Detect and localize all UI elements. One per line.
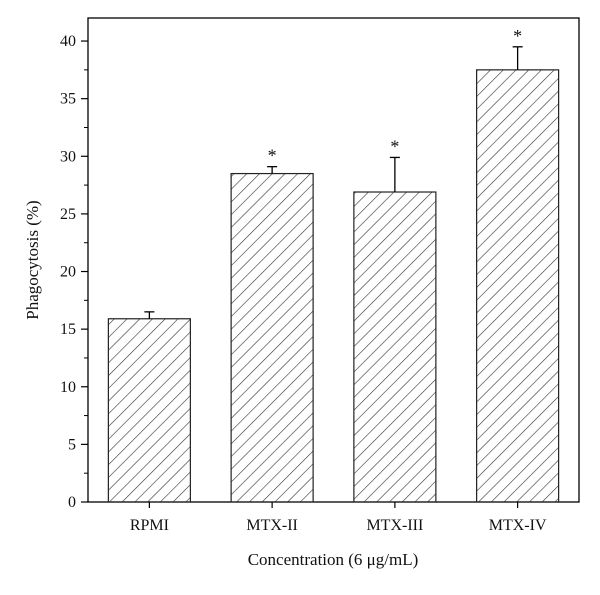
y-tick-label: 35 (60, 91, 76, 108)
bar-rpmi (107, 318, 191, 503)
x-tick-label: MTX-II (246, 517, 298, 534)
y-tick-label: 5 (68, 436, 76, 453)
y-axis: 0 5 10 15 20 25 30 35 40 (60, 33, 88, 511)
x-axis-title: Concentration (6 μg/mL) (248, 550, 419, 569)
bar-mtx-ii (230, 172, 314, 503)
y-tick-label: 30 (60, 148, 76, 165)
bar-series (107, 69, 560, 503)
error-bars (144, 46, 523, 319)
significance-marker-mtx-ii: * (268, 146, 277, 166)
significance-marker-mtx-iv: * (513, 26, 522, 46)
y-tick-label: 25 (60, 206, 76, 223)
x-axis: RPMI MTX-II MTX-III MTX-IV (130, 502, 547, 534)
x-tick-label: MTX-IV (489, 517, 547, 534)
y-tick-label: 0 (68, 494, 76, 511)
significance-markers: * * * (268, 26, 523, 166)
y-tick-label: 40 (60, 33, 76, 50)
y-tick-label: 15 (60, 321, 76, 338)
y-tick-label: 20 (60, 264, 76, 281)
bar-mtx-iv (476, 69, 560, 503)
significance-marker-mtx-iii: * (390, 136, 399, 156)
y-axis-title: Phagocytosis (%) (23, 200, 42, 319)
plot-frame (87, 17, 580, 503)
x-tick-label: RPMI (130, 517, 169, 534)
bar-mtx-iii (353, 191, 437, 503)
x-tick-label: MTX-III (366, 517, 423, 534)
y-tick-label: 10 (60, 379, 76, 396)
